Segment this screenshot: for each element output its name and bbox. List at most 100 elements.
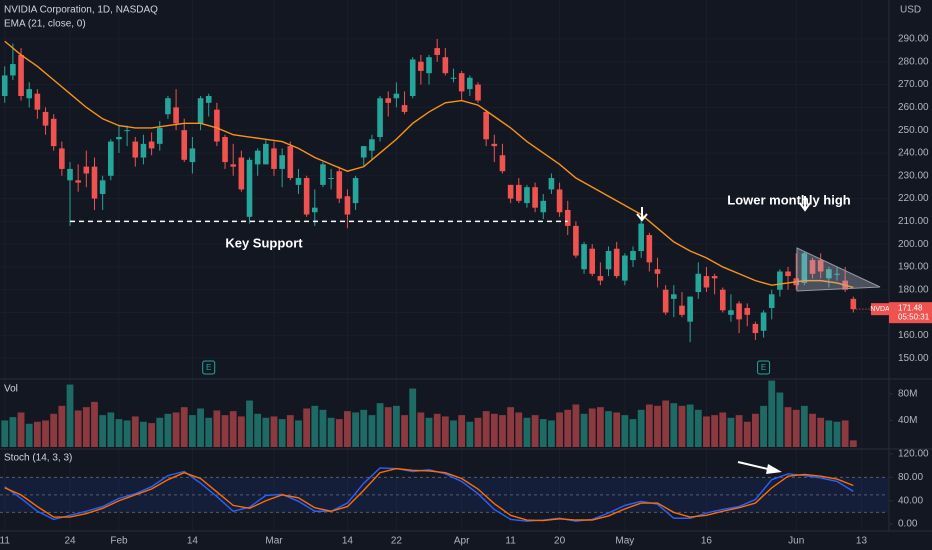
x-tick-label: 20 <box>554 536 566 547</box>
x-tick-label: Jun <box>788 536 804 547</box>
volume-label: Vol <box>4 384 18 395</box>
candle-body <box>671 294 677 299</box>
candle-body <box>589 248 596 274</box>
y-tick-label: 240.00 <box>898 148 929 159</box>
stoch-line <box>4 467 854 522</box>
candle-body <box>303 178 310 215</box>
volume-bar <box>654 405 661 447</box>
candle-body <box>719 289 726 311</box>
volume-bar <box>515 412 523 447</box>
y-tick-label: 180.00 <box>898 284 929 295</box>
candle-body <box>409 59 416 96</box>
candle-body <box>360 146 367 158</box>
y-tick-label: 80.00 <box>898 472 923 483</box>
volume-bar <box>441 416 449 447</box>
volume-bar <box>115 419 123 447</box>
volume-bar <box>507 407 515 447</box>
symbol-tag <box>871 303 889 316</box>
volume-bar <box>678 405 686 447</box>
candle-body <box>532 187 538 208</box>
arrow <box>636 207 648 222</box>
volume-bar <box>849 440 857 447</box>
volume-bar <box>776 392 784 447</box>
currency: USD <box>900 5 921 16</box>
volume-bar <box>303 408 311 447</box>
volume-bar <box>450 420 457 447</box>
volume-bar <box>74 410 82 447</box>
volume-bar <box>613 412 621 447</box>
candle-body <box>230 164 236 167</box>
volume-bar <box>319 409 327 447</box>
y-tick-label: 270.00 <box>898 79 929 90</box>
volume-bar <box>809 413 816 447</box>
candle-body <box>132 141 139 158</box>
candle-body <box>320 164 326 185</box>
candle-body <box>181 130 188 160</box>
candle-body <box>344 196 351 215</box>
volume-bar <box>221 415 229 447</box>
candle-body <box>418 61 424 71</box>
volume-bar <box>564 409 572 447</box>
volume-bar <box>768 380 776 447</box>
volume-bar <box>825 420 833 447</box>
y-tick-label: 120.00 <box>898 449 929 460</box>
candle-body <box>850 298 857 310</box>
candle-body <box>467 77 473 90</box>
y-tick-label: 160.00 <box>898 330 929 341</box>
candle-body <box>385 98 392 103</box>
candle-body <box>499 155 506 172</box>
price-tag-text: 171.48 <box>898 303 923 312</box>
volume-bar <box>311 405 319 447</box>
volume-bar <box>417 412 425 447</box>
volume-bar <box>131 416 139 447</box>
volume-bar <box>841 420 849 447</box>
candle-body <box>646 235 653 263</box>
candle-body <box>760 312 767 331</box>
volume-bar <box>25 423 33 447</box>
y-tick-label: 0.00 <box>898 519 918 530</box>
candle-body <box>67 168 73 181</box>
volume-bar <box>409 388 417 447</box>
volume-bar <box>156 417 164 447</box>
candle-body <box>605 250 612 270</box>
x-tick-label: May <box>615 536 634 547</box>
volume-bar <box>743 421 751 447</box>
volume-bar <box>123 420 131 447</box>
volume-bar <box>556 412 563 447</box>
symbol-tag-text: NVDA <box>870 306 890 313</box>
volume-bar <box>727 417 735 447</box>
stoch-line <box>4 467 854 522</box>
candle-body <box>630 250 636 261</box>
candle-body <box>108 141 114 176</box>
volume-bar <box>466 421 474 447</box>
volume-bar <box>1 420 9 447</box>
candle-body <box>401 105 408 112</box>
x-tick-label: 16 <box>701 536 713 547</box>
chart-title: NVIDIA Corporation, 1D, NASDAQ <box>4 5 158 16</box>
arrow <box>737 461 773 471</box>
volume-bar <box>686 404 694 447</box>
candle-body <box>165 98 171 115</box>
candle-body <box>736 303 742 320</box>
volume-bar <box>645 404 653 447</box>
candle-body <box>271 148 277 169</box>
stoch-label: Stoch (14, 3, 3) <box>4 453 72 464</box>
volume-bar <box>670 403 678 447</box>
volume-bar <box>458 415 466 447</box>
x-tick-label: 14 <box>187 536 199 547</box>
candle-body <box>703 276 710 288</box>
volume-bar <box>752 413 759 447</box>
volume-bar <box>621 415 629 447</box>
countdown-text: 05:50:31 <box>898 312 930 321</box>
candle-body <box>369 139 375 151</box>
volume-bar <box>499 415 506 447</box>
volume-bar <box>800 405 808 447</box>
candle-body <box>622 255 628 281</box>
candle-body <box>613 248 620 277</box>
candle-body <box>173 107 179 124</box>
candle-body <box>458 73 465 92</box>
x-tick-label: Apr <box>454 536 470 547</box>
volume-bar <box>327 417 335 447</box>
